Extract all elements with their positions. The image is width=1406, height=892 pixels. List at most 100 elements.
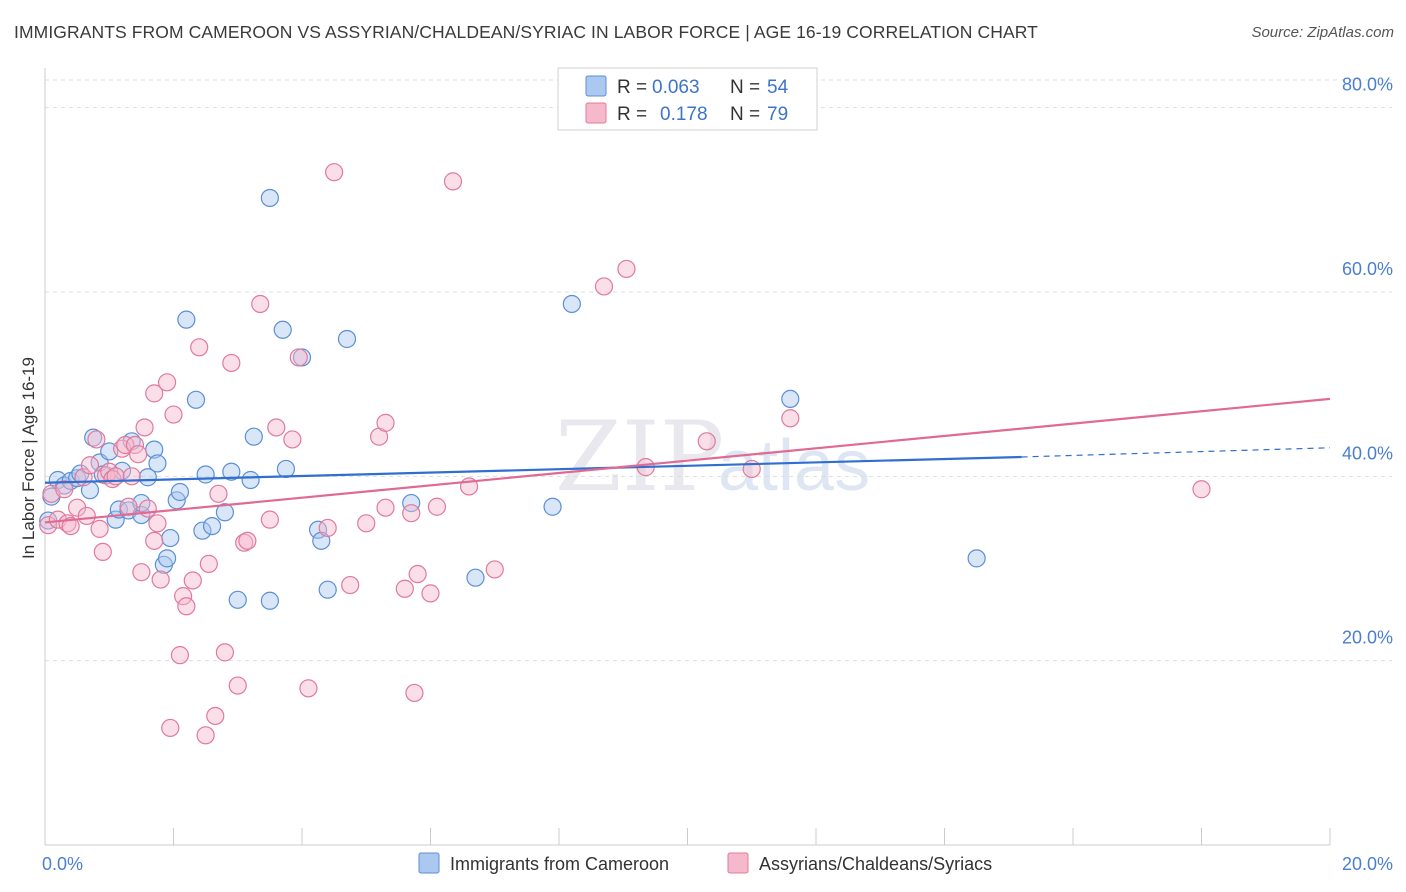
bottom-legend-label-assyrian: Assyrians/Chaldeans/Syriacs [759, 854, 992, 874]
legend-swatch-cameroon [585, 75, 607, 97]
point-assyrian [594, 277, 614, 296]
point-assyrian [148, 514, 167, 533]
point-assyrian [697, 432, 716, 451]
point-assyrian [376, 498, 395, 517]
point-assyrian [151, 570, 170, 589]
legend-n-label-cameroon: N = [730, 77, 760, 98]
point-assyrian [443, 172, 463, 191]
point-assyrian [289, 348, 308, 367]
y-tick-label: 20.0% [1342, 628, 1393, 648]
point-assyrian [196, 726, 215, 745]
point-cameroon [202, 516, 222, 536]
point-assyrian [199, 554, 218, 573]
point-cameroon [222, 462, 241, 481]
y-axis-label: In Labor Force | Age 16-19 [19, 357, 38, 559]
point-assyrian [116, 435, 135, 455]
point-assyrian [427, 497, 447, 516]
legend-r-value-cameroon: 0.063 [652, 77, 700, 98]
x-tick-label: 0.0% [42, 854, 83, 874]
point-assyrian [222, 353, 241, 373]
x-tick-label: 20.0% [1342, 854, 1393, 874]
series-cameroon-points [39, 188, 986, 610]
trend-lines [44, 397, 1331, 524]
point-assyrian [299, 679, 318, 698]
point-cameroon [543, 497, 562, 516]
point-assyrian [93, 542, 112, 562]
point-cameroon [157, 549, 177, 568]
point-cameroon [260, 591, 279, 610]
point-assyrian [177, 597, 196, 616]
y-tick-label: 60.0% [1342, 259, 1393, 279]
point-cameroon [148, 454, 167, 473]
x-tick-labels: 0.0% 20.0% [42, 854, 1393, 874]
point-assyrian [260, 510, 279, 529]
point-assyrian [157, 373, 177, 392]
legend-r-label-assyrian: R = [617, 104, 647, 125]
point-assyrian [161, 718, 180, 738]
point-cameroon [337, 329, 357, 349]
point-assyrian [145, 384, 164, 403]
watermark-atlas: atlas [718, 426, 870, 506]
point-assyrian [617, 259, 636, 279]
point-assyrian [228, 676, 247, 695]
watermark-zip: ZIP [555, 401, 724, 513]
point-assyrian [90, 519, 109, 538]
legend-n-value-cameroon: 54 [767, 77, 789, 98]
point-assyrian [129, 445, 148, 464]
point-cameroon [402, 493, 421, 513]
point-assyrian [87, 430, 106, 449]
point-assyrian [325, 163, 344, 182]
point-cameroon [781, 389, 800, 409]
point-cameroon [273, 320, 292, 339]
point-cameroon [196, 465, 215, 484]
point-cameroon [215, 503, 234, 522]
point-cameroon [186, 390, 206, 409]
point-cameroon [138, 468, 157, 487]
point-assyrian [215, 643, 234, 662]
series-legend: Immigrants from Cameroon Assyrians/Chald… [418, 852, 992, 874]
legend-swatch-assyrian [585, 102, 607, 124]
point-cameroon [318, 580, 337, 599]
point-assyrian [122, 467, 141, 486]
point-cameroon [466, 568, 485, 587]
point-cameroon [260, 188, 279, 208]
y-tick-label: 40.0% [1342, 443, 1393, 463]
point-assyrian [174, 587, 193, 606]
legend-r-label-cameroon: R = [617, 77, 647, 98]
point-assyrian [283, 430, 302, 449]
point-cameroon [84, 428, 103, 447]
point-assyrian [55, 480, 74, 499]
point-assyrian [190, 338, 209, 357]
point-assyrian [209, 484, 228, 503]
trend-line-assyrian [44, 397, 1331, 524]
point-cameroon [244, 427, 263, 446]
point-assyrian [145, 531, 164, 550]
point-cameroon [193, 521, 212, 540]
point-assyrian [183, 571, 202, 590]
point-assyrian [357, 514, 376, 533]
point-assyrian [170, 646, 190, 665]
trend-line-cameroon-extension [1021, 447, 1331, 458]
trend-line-cameroon [44, 455, 1022, 484]
point-assyrian [251, 294, 270, 314]
bottom-legend-swatch-assyrian [727, 852, 749, 874]
point-assyrian [485, 560, 504, 579]
point-assyrian [421, 584, 440, 603]
point-assyrian [405, 683, 424, 703]
grid [45, 79, 1392, 662]
point-cameroon [161, 528, 180, 548]
point-cameroon [170, 482, 190, 502]
y-tick-labels: 20.0% 40.0% 60.0% 80.0% [1342, 75, 1393, 648]
point-cameroon [967, 549, 986, 568]
point-assyrian [164, 405, 183, 424]
point-assyrian [138, 499, 157, 518]
point-cameroon [241, 470, 260, 490]
point-assyrian [61, 516, 80, 536]
point-assyrian [206, 706, 225, 726]
point-cameroon [276, 459, 296, 479]
point-assyrian [341, 575, 360, 595]
legend-n-value-assyrian: 79 [767, 104, 788, 125]
legend-r-value-assyrian: 0.178 [660, 104, 708, 125]
bottom-legend-swatch-cameroon [418, 852, 440, 874]
point-assyrian [103, 469, 122, 489]
